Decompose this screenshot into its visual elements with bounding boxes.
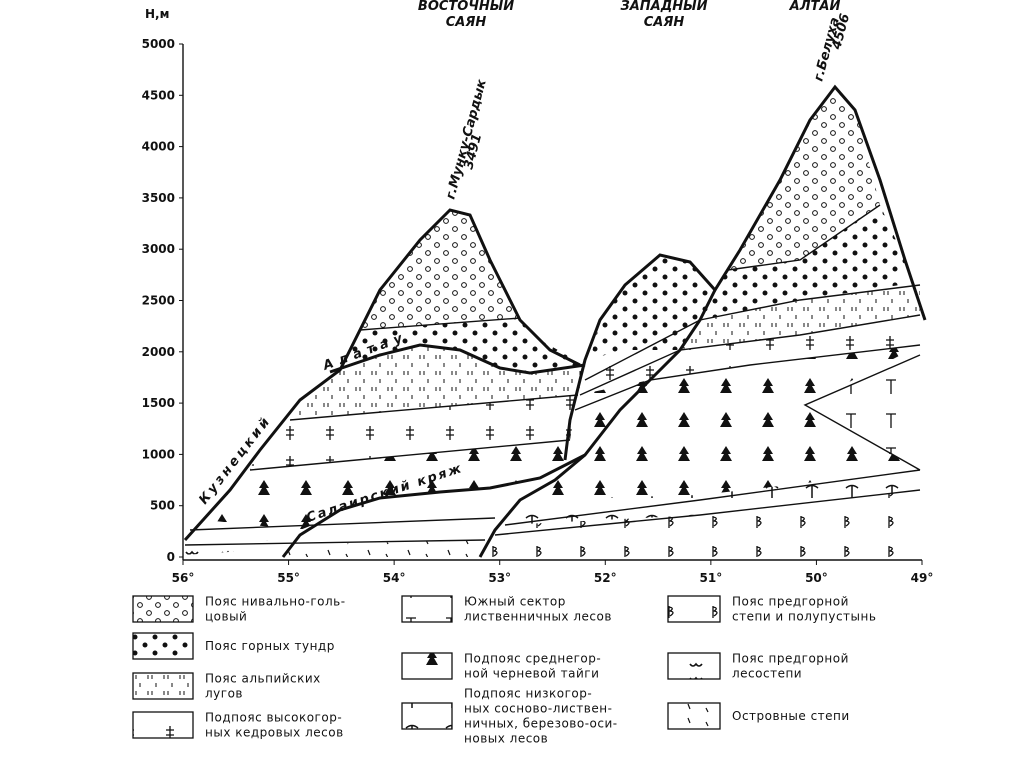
x-tick-label: 56° <box>172 571 195 585</box>
y-axis-label: Н,м <box>145 7 169 21</box>
zones <box>183 87 922 557</box>
legend-label: лугов <box>205 687 243 701</box>
y-tick-label: 0 <box>167 550 175 564</box>
y-tick-label: 500 <box>150 499 175 513</box>
region-label: САЯН <box>644 15 685 30</box>
legend-label: ной черневой тайги <box>464 667 599 681</box>
x-tick-label: 54° <box>383 571 406 585</box>
y-tick-label: 4500 <box>142 88 175 102</box>
y-tick-label: 3500 <box>142 191 175 205</box>
y-tick-label: 2500 <box>142 294 175 308</box>
altai-nival-zone <box>728 87 880 270</box>
legend-label: лесостепи <box>732 667 802 681</box>
legend-swatch <box>667 595 721 623</box>
altai-cedar-zone <box>580 315 920 390</box>
legend-label: степи и полупустынь <box>732 610 876 624</box>
y-tick-label: 4000 <box>142 140 175 154</box>
altai-taiga-zone <box>520 345 920 500</box>
y-tick-label: 3000 <box>142 242 175 256</box>
legend-label: лиственничных лесов <box>464 610 612 624</box>
legend-label: новых лесов <box>464 732 548 746</box>
legend-swatch <box>667 702 721 730</box>
region-label: АЛТАЙ <box>789 0 841 14</box>
y-tick-label: 1500 <box>142 396 175 410</box>
region-label: ВОСТОЧНЫЙ <box>418 0 514 14</box>
legend-swatch <box>401 652 453 680</box>
legend-label: Пояс горных тундр <box>205 639 335 653</box>
legend-swatch <box>401 702 453 730</box>
legend-label: Пояс альпийских <box>205 672 321 686</box>
legend-label: Южный сектор <box>464 595 566 609</box>
tundra-zone <box>340 318 585 373</box>
region-label: ЗАПАДНЫЙ <box>620 0 707 14</box>
x-tick-label: 53° <box>488 571 511 585</box>
legend-swatch <box>667 652 721 680</box>
region-label: САЯН <box>446 15 487 30</box>
legend-label: цовый <box>205 610 247 624</box>
cedar-zone <box>250 395 578 470</box>
legend-swatch <box>132 711 194 739</box>
zone-line <box>249 439 571 471</box>
zone-line <box>189 517 496 531</box>
larch-zone <box>805 355 920 470</box>
zone-line <box>494 489 921 536</box>
legend-label: Пояс предгорной <box>732 595 849 609</box>
zone-line <box>289 394 579 421</box>
taiga-zone <box>205 440 570 530</box>
zone-line <box>184 539 486 546</box>
legend-label: Подпояс высокогор- <box>205 711 342 725</box>
zone-line <box>504 469 921 526</box>
y-tick-label: 1000 <box>142 447 175 461</box>
kuznetsk-outline <box>329 343 586 375</box>
wsayan-tundra-zone <box>590 255 715 360</box>
legend-label: Пояс нивально-голь- <box>205 595 346 609</box>
x-tick-label: 55° <box>277 571 300 585</box>
x-tick-label: 50° <box>805 571 828 585</box>
legend-swatch <box>132 632 194 660</box>
x-tick-label: 49° <box>911 571 934 585</box>
island-steppe-zone <box>283 540 485 557</box>
foreststeppe-zone <box>183 540 290 555</box>
west-sayan-slope <box>478 289 717 558</box>
altai-alpine-zone <box>680 285 920 350</box>
legend-label: Подпояс низкогор- <box>464 687 592 701</box>
steppe-zone <box>485 490 922 557</box>
legend-swatch <box>132 595 194 623</box>
zone-line <box>574 344 921 411</box>
y-tick-label: 2000 <box>142 345 175 359</box>
legend-swatch <box>132 672 194 700</box>
legend-swatch <box>401 595 453 623</box>
salair-outline <box>281 453 586 558</box>
legend-label: Островные степи <box>732 709 850 723</box>
zone-line <box>803 354 921 471</box>
x-tick-label: 52° <box>594 571 617 585</box>
zone-line <box>579 314 921 396</box>
legend-label: ных сосново-листвен- <box>464 702 612 716</box>
outlines <box>182 44 927 561</box>
legend: Пояс нивально-голь-цовый Пояс горных тунд… <box>132 595 876 746</box>
legend-label: ных кедровых лесов <box>205 726 344 740</box>
y-tick-label: 5000 <box>142 37 175 51</box>
zone-line <box>359 317 521 331</box>
legend-label: ничных, березово-оси- <box>464 717 618 731</box>
zone-line <box>727 204 881 271</box>
alpine-zone <box>290 345 585 420</box>
zone-line <box>584 284 921 381</box>
x-tick-label: 51° <box>700 571 723 585</box>
altai-tundra-zone <box>700 205 905 320</box>
legend-label: Подпояс среднегор- <box>464 652 601 666</box>
west-sayan-outline <box>563 84 927 461</box>
east-sayan-outline <box>183 208 581 542</box>
legend-label: Пояс предгорной <box>732 652 849 666</box>
